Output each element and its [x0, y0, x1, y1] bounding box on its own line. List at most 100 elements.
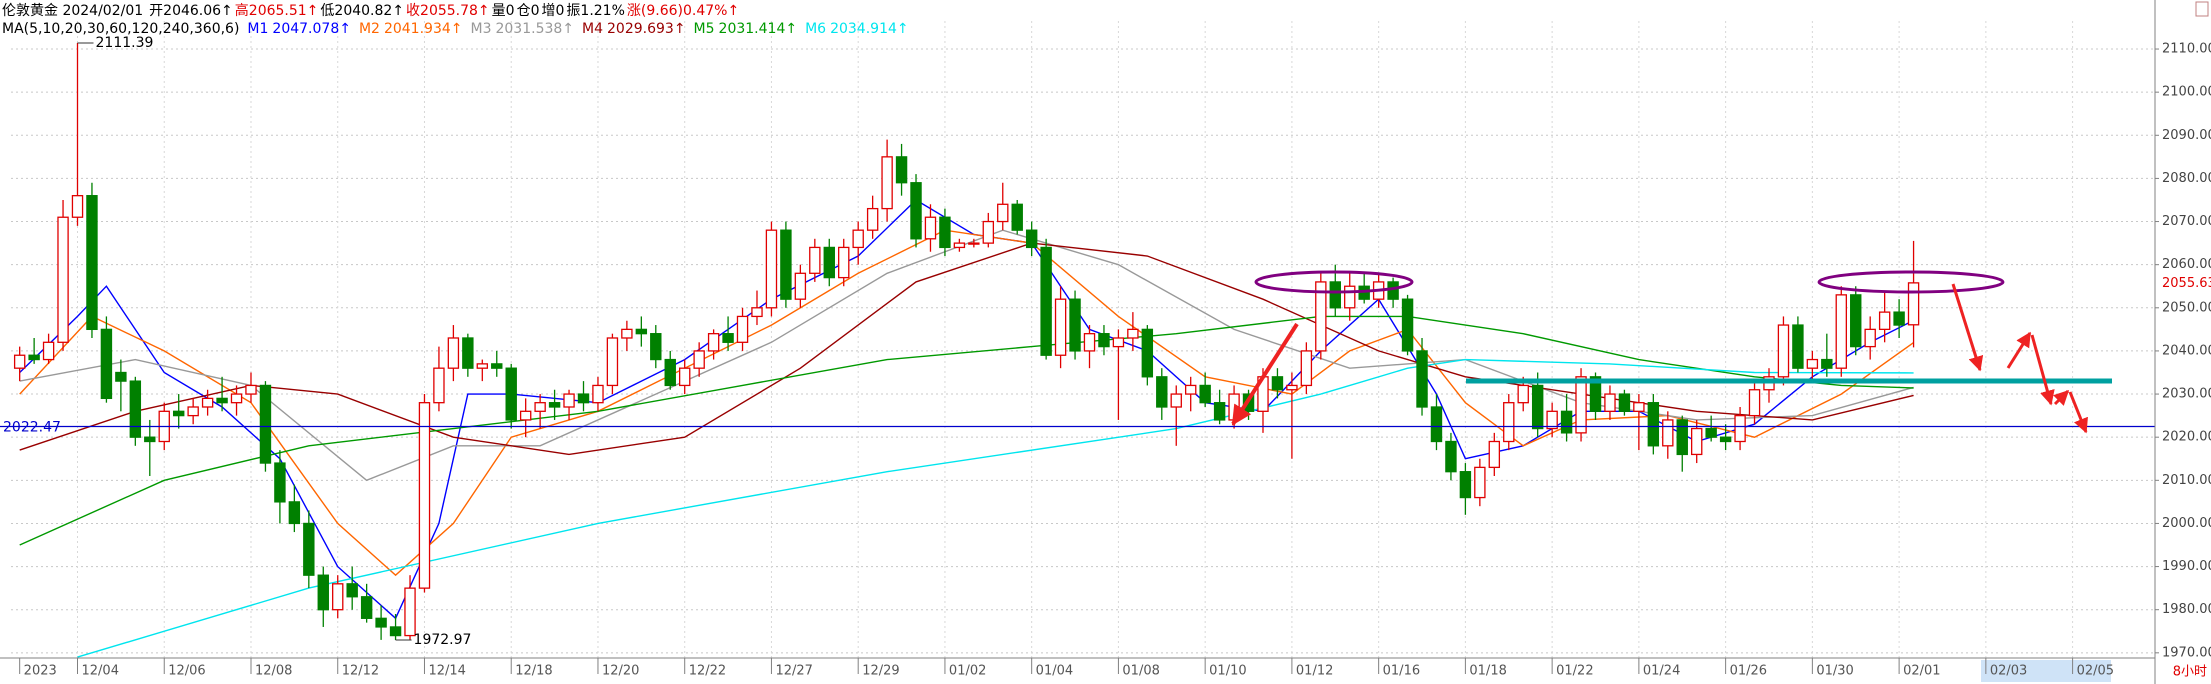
candle-body — [1850, 294, 1862, 348]
candle-body — [1618, 393, 1631, 412]
candle-body — [736, 315, 749, 343]
candle-body — [1098, 333, 1110, 348]
candle-body — [548, 402, 561, 408]
x-tick-label: 01/04 — [1036, 664, 1073, 679]
legend-value: 2031.414↑ — [719, 21, 798, 37]
candle-body — [953, 242, 966, 249]
legend-value: 2047.078↑ — [272, 21, 351, 37]
x-tick-label: 02/05 — [2077, 664, 2114, 679]
candle-body — [216, 397, 228, 404]
candle-body — [722, 333, 734, 343]
legend-value: 2041.934↑ — [384, 21, 463, 37]
candle-body — [13, 354, 26, 369]
candle-body — [1170, 393, 1182, 408]
candle-body — [1676, 419, 1688, 456]
legend-name: M5 — [694, 21, 715, 37]
candle-body — [693, 350, 705, 369]
y-tick-label: 2010.00 — [2162, 473, 2211, 488]
candle-body — [201, 397, 214, 408]
candle-body — [1459, 471, 1472, 499]
header-item: 振1.21% — [566, 3, 624, 19]
arrow — [1951, 283, 1984, 372]
candle-body — [939, 216, 951, 249]
candle-body — [375, 617, 387, 628]
drawings — [1231, 270, 2112, 434]
candle-body — [245, 384, 257, 395]
ma-label: MA(5,10,20,30,60,120,240,360,6) — [2, 21, 239, 37]
candle-body — [1647, 402, 1660, 447]
candle-body — [895, 156, 908, 184]
candle-body — [86, 195, 98, 331]
candle-body — [1329, 281, 1341, 309]
legend-value: 2034.914↑ — [830, 21, 909, 37]
candle-body — [1589, 376, 1602, 412]
candle-body — [1719, 436, 1732, 443]
quote-header: 伦敦黄金 2024/02/01 开2046.06↑ 高2065.51↑ 低2040.8… — [2, 2, 739, 19]
candle-body — [144, 436, 156, 443]
candle-body — [606, 337, 619, 387]
candle-body — [968, 242, 980, 245]
period-label: 8小时 — [2173, 665, 2207, 680]
x-tick-label: 12/12 — [342, 664, 379, 679]
candle-body — [1633, 402, 1645, 412]
candle-body — [1503, 402, 1515, 443]
candle-body — [1488, 440, 1501, 469]
candle-body — [1300, 350, 1313, 387]
plot: 2111.39 1972.97 2022.47 2055.63 — [0, 35, 2211, 658]
candle-body — [1315, 281, 1327, 352]
header-item: 仓0 — [517, 3, 540, 19]
candle-body — [57, 216, 69, 343]
candle-body — [1083, 333, 1096, 352]
ma-header: MA(5,10,20,30,60,120,240,360,6) M1 2047.07… — [2, 21, 909, 37]
candle-body — [462, 337, 474, 369]
candle-body — [1734, 414, 1746, 443]
candle-body — [1864, 328, 1876, 348]
extreme-label: 2111.39 — [96, 35, 154, 51]
y-tick-label: 1990.00 — [2162, 559, 2211, 574]
candle-body — [389, 626, 402, 637]
candle-body — [360, 596, 373, 619]
candle-body — [1156, 376, 1168, 408]
x-tick-label: 12/22 — [689, 664, 726, 679]
candle-body — [1141, 328, 1154, 378]
legend-name: M3 — [470, 21, 491, 37]
y-tick-label: 2090.00 — [2162, 128, 2211, 143]
header-item: 伦敦黄金 2024/02/01 — [2, 2, 143, 19]
candle-body — [1127, 328, 1139, 339]
candle-body — [42, 341, 55, 361]
candle-body — [100, 328, 113, 400]
candle-body — [707, 333, 720, 352]
ellipse-annotation — [1817, 270, 2005, 294]
arrow — [2006, 331, 2032, 369]
candle-body — [1806, 358, 1819, 369]
candle-body — [650, 333, 662, 361]
candle-body — [1821, 358, 1833, 369]
legend-name: M2 — [359, 21, 380, 37]
candle-body — [1430, 406, 1443, 443]
candle-body — [794, 272, 807, 300]
candle-body — [1604, 393, 1616, 412]
candle-body — [1517, 384, 1529, 404]
header-item: 开2046.06↑ — [149, 3, 233, 19]
y-tick-label: 2080.00 — [2162, 171, 2211, 186]
candle-body — [1748, 389, 1761, 417]
candle-body — [809, 246, 821, 274]
x-tick-label: 01/10 — [1209, 664, 1246, 679]
corner-box[interactable] — [2195, 1, 2209, 17]
header-item: 增0 — [542, 3, 565, 19]
candle-body — [1286, 384, 1298, 391]
arrow — [2068, 391, 2088, 434]
y-tick-label: 1980.00 — [2162, 602, 2211, 617]
candle-body — [1401, 298, 1414, 352]
y-tick-label: 2110.00 — [2162, 42, 2211, 57]
y-tick-label: 2020.00 — [2162, 430, 2211, 445]
x-tick-label: 01/18 — [1469, 664, 1506, 679]
x-tick-label: 02/03 — [1990, 664, 2027, 679]
candle-body — [187, 406, 199, 417]
last-price-label: 2055.63 — [2162, 276, 2211, 291]
arrow — [2030, 334, 2055, 406]
header-item: 低2040.82↑ — [320, 3, 404, 19]
candle-body — [332, 583, 344, 611]
candle-body — [592, 384, 604, 404]
candle-body — [505, 367, 517, 421]
